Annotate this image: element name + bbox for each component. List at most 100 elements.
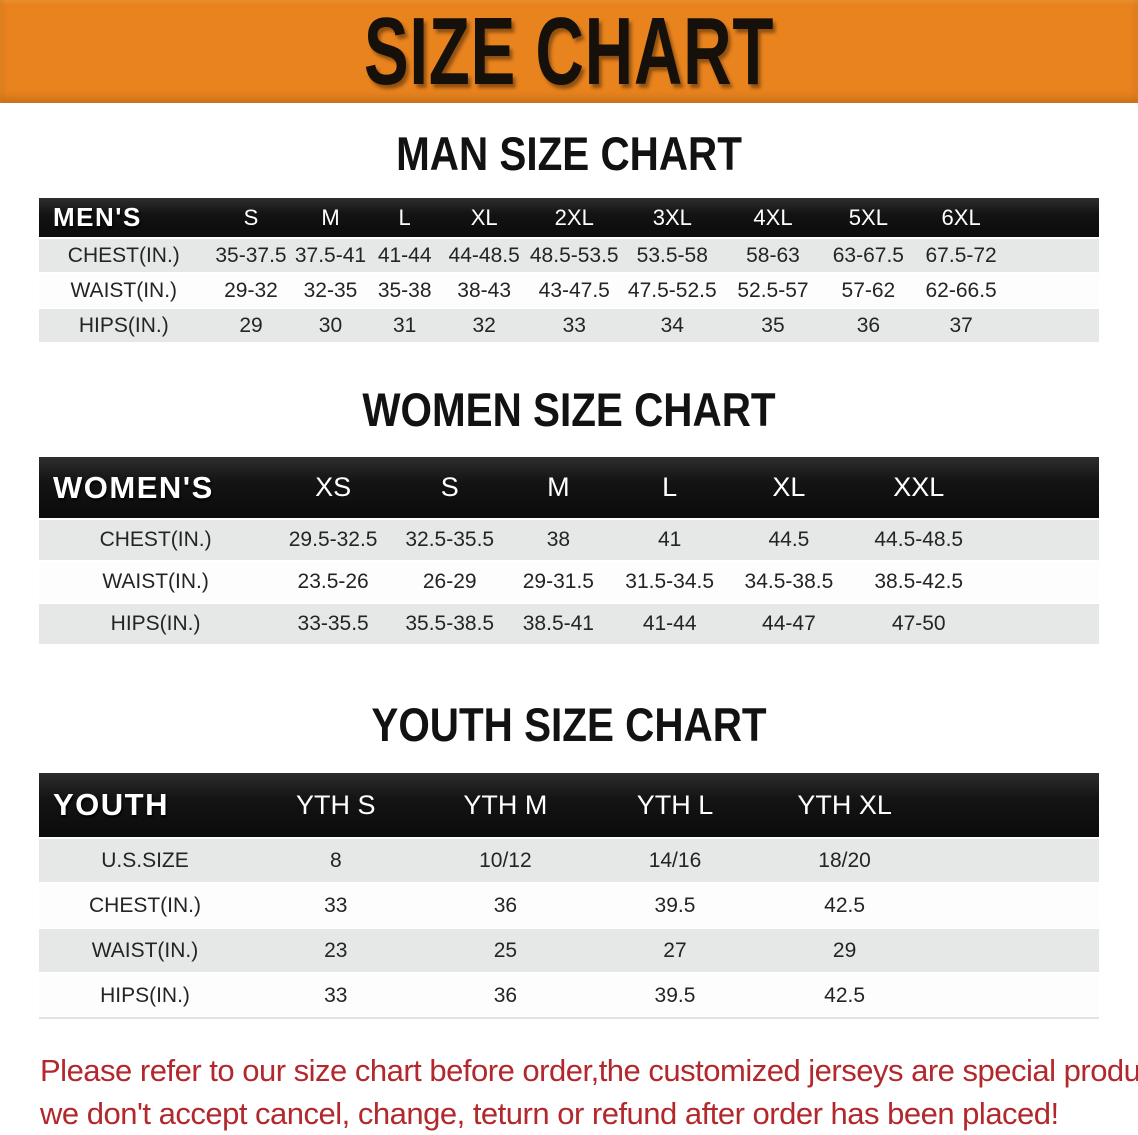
size-value-cell: 47.5-52.5 (621, 273, 723, 309)
row-spacer (929, 838, 1099, 884)
row-label: HIPS(IN.) (39, 973, 251, 1019)
youth-col-header-yth-m: YTH M (420, 773, 591, 839)
size-value-cell: 32 (441, 308, 527, 344)
size-value-cell: 25 (420, 928, 591, 974)
youth-row-waistin: WAIST(IN.) 23 25 27 29 (39, 928, 1099, 974)
women-col-header-l: L (611, 457, 728, 520)
row-spacer (1008, 273, 1099, 309)
women-col-header-xs: XS (272, 457, 395, 520)
size-value-cell: 34 (621, 308, 723, 344)
size-value-cell: 44-48.5 (441, 238, 527, 274)
size-value-cell: 37.5-41 (293, 238, 368, 274)
size-value-cell: 23 (251, 928, 421, 974)
size-value-cell: 34.5-38.5 (727, 561, 850, 604)
women-size-section: WOMEN SIZE CHART WOMEN'S XS S M L XL XXL CHEST(I… (0, 386, 1138, 646)
size-value-cell: 32.5-35.5 (394, 519, 506, 562)
women-section-title: WOMEN SIZE CHART (362, 383, 776, 436)
men-col-header-l: L (367, 198, 442, 239)
size-value-cell: 29.5-32.5 (272, 519, 395, 562)
size-value-cell: 53.5-58 (621, 238, 723, 274)
women-col-header-m: M (505, 457, 612, 520)
size-value-cell: 39.5 (590, 883, 760, 929)
order-notice: Please refer to our size chart before or… (40, 1049, 1138, 1135)
men-row-chestin: CHEST(IN.) 35-37.5 37.5-41 41-44 44-48.5 48.5… (39, 238, 1099, 274)
size-value-cell: 33 (251, 883, 421, 929)
size-value-cell: 58-63 (722, 238, 824, 274)
row-label: WAIST(IN.) (39, 273, 209, 309)
size-value-cell: 36 (823, 308, 914, 344)
size-value-cell: 41 (611, 519, 728, 562)
size-value-cell: 62-66.5 (913, 273, 1009, 309)
men-col-header-5xl: 5XL (823, 198, 914, 239)
size-value-cell: 35 (722, 308, 824, 344)
banner-title: SIZE CHART (363, 0, 775, 105)
youth-header-row: YOUTH YTH S YTH M YTH L YTH XL (39, 773, 1099, 839)
youth-corner-label: YOUTH (39, 773, 251, 839)
size-value-cell: 38 (505, 519, 612, 562)
size-value-cell: 48.5-53.5 (526, 238, 622, 274)
women-row-waistin: WAIST(IN.) 23.5-26 26-29 29-31.5 31.5-34.5 34… (39, 561, 1099, 604)
size-value-cell: 38.5-41 (505, 603, 612, 646)
women-col-header-xxl: XXL (849, 457, 988, 520)
men-col-header-4xl: 4XL (722, 198, 824, 239)
row-spacer (929, 883, 1099, 929)
men-col-header-2xl: 2XL (526, 198, 622, 239)
row-label: CHEST(IN.) (39, 883, 251, 929)
men-col-header-3xl: 3XL (621, 198, 723, 239)
size-value-cell: 23.5-26 (272, 561, 395, 604)
size-value-cell: 31 (367, 308, 442, 344)
men-col-header-6xl: 6XL (913, 198, 1009, 239)
size-value-cell: 41-44 (367, 238, 442, 274)
row-spacer (929, 928, 1099, 974)
row-label: WAIST(IN.) (39, 561, 273, 604)
men-col-header-xl: XL (441, 198, 527, 239)
size-value-cell: 29-32 (208, 273, 294, 309)
row-spacer (929, 973, 1099, 1019)
women-header-spacer (987, 457, 1099, 520)
size-value-cell: 36 (420, 973, 591, 1019)
size-value-cell: 14/16 (590, 838, 760, 884)
youth-col-header-yth-xl: YTH XL (759, 773, 930, 839)
women-corner-label: WOMEN'S (39, 457, 273, 520)
size-value-cell: 42.5 (759, 973, 930, 1019)
row-label: HIPS(IN.) (39, 603, 273, 646)
women-row-chestin: CHEST(IN.) 29.5-32.5 32.5-35.5 38 41 44.5 44.5… (39, 519, 1099, 562)
size-value-cell: 42.5 (759, 883, 930, 929)
size-value-cell: 67.5-72 (913, 238, 1009, 274)
row-spacer (987, 519, 1099, 562)
size-value-cell: 32-35 (293, 273, 368, 309)
row-label: WAIST(IN.) (39, 928, 251, 974)
men-section-title: MAN SIZE CHART (396, 127, 742, 180)
size-value-cell: 35.5-38.5 (394, 603, 506, 646)
row-spacer (987, 561, 1099, 604)
youth-row-chestin: CHEST(IN.) 33 36 39.5 42.5 (39, 883, 1099, 929)
size-value-cell: 33 (251, 973, 421, 1019)
row-spacer (987, 603, 1099, 646)
size-value-cell: 31.5-34.5 (611, 561, 728, 604)
size-value-cell: 41-44 (611, 603, 728, 646)
youth-row-ussize: U.S.SIZE 8 10/12 14/16 18/20 (39, 838, 1099, 884)
size-value-cell: 27 (590, 928, 760, 974)
size-value-cell: 37 (913, 308, 1009, 344)
size-value-cell: 36 (420, 883, 591, 929)
women-header-row: WOMEN'S XS S M L XL XXL (39, 457, 1099, 520)
size-value-cell: 8 (251, 838, 421, 884)
notice-line-2: we don't accept cancel, change, teturn o… (40, 1096, 1059, 1131)
youth-col-header-yth-s: YTH S (251, 773, 421, 839)
men-col-header-s: S (208, 198, 294, 239)
size-value-cell: 29 (208, 308, 294, 344)
size-value-cell: 29 (759, 928, 930, 974)
men-row-waistin: WAIST(IN.) 29-32 32-35 35-38 38-43 43-47.5 47.… (39, 273, 1099, 309)
row-label: CHEST(IN.) (39, 519, 273, 562)
youth-row-hipsin: HIPS(IN.) 33 36 39.5 42.5 (39, 973, 1099, 1019)
size-chart-banner: SIZE CHART (0, 0, 1138, 103)
row-label: U.S.SIZE (39, 838, 251, 884)
size-value-cell: 10/12 (420, 838, 591, 884)
youth-header-spacer (929, 773, 1099, 839)
size-value-cell: 47-50 (849, 603, 988, 646)
men-header-row: MEN'S S M L XL 2XL 3XL 4XL 5XL 6XL (39, 198, 1099, 239)
men-size-table: MEN'S S M L XL 2XL 3XL 4XL 5XL 6XL CHEST(IN.) 35-37… (39, 198, 1099, 344)
size-value-cell: 35-38 (367, 273, 442, 309)
youth-size-table: YOUTH YTH S YTH M YTH L YTH XL U.S.SIZE 8 10/12… (39, 773, 1099, 1019)
